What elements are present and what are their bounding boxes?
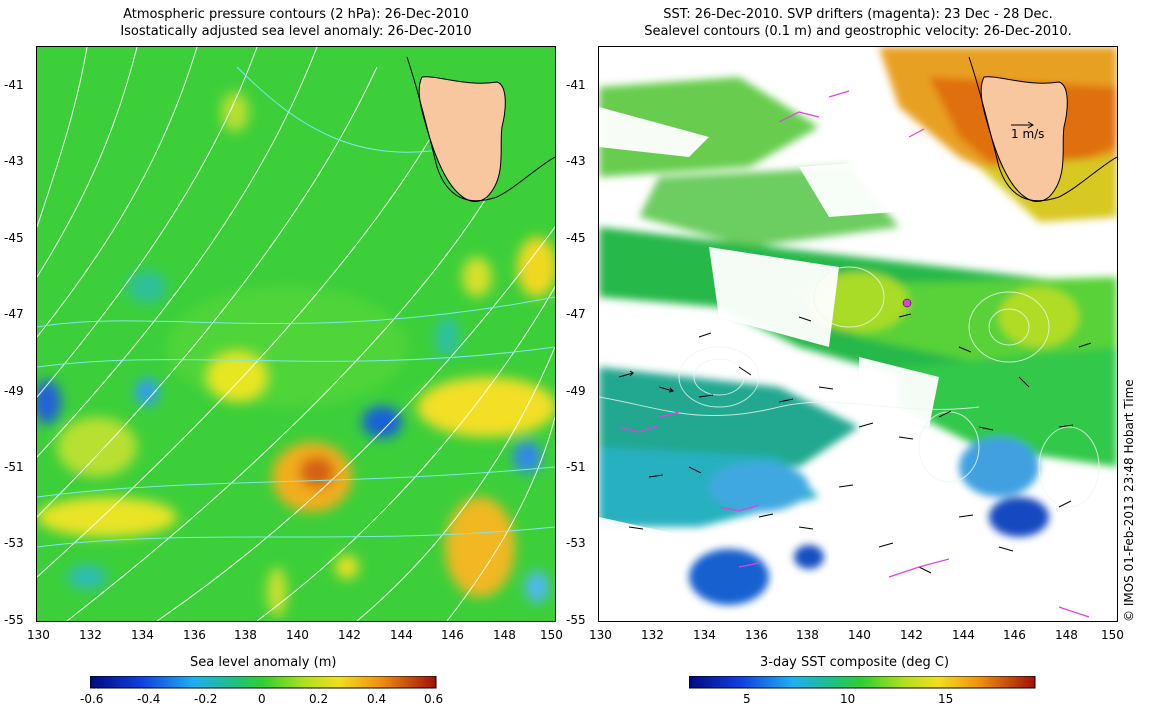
left-title-line1: Atmospheric pressure contours (2 hPa): 2… xyxy=(123,7,469,22)
left-ytick: -45 xyxy=(4,231,24,245)
right-xtick: 132 xyxy=(641,628,664,642)
left-ytick: -47 xyxy=(4,307,24,321)
velocity-scale-label: 1 m/s xyxy=(1011,127,1045,141)
sea-level-colorbar xyxy=(90,676,437,689)
right-ytick: -43 xyxy=(566,154,586,168)
pressure-contours xyxy=(37,47,555,621)
left-xtick: 148 xyxy=(493,628,516,642)
left-xtick: 138 xyxy=(234,628,257,642)
left-xtick: 134 xyxy=(131,628,154,642)
cloud-mask xyxy=(599,107,1117,621)
left-ytick: -51 xyxy=(4,460,24,474)
left-ytick: -55 xyxy=(4,613,24,627)
right-ytick: -55 xyxy=(566,613,586,627)
right-ytick: -49 xyxy=(566,384,586,398)
sst-field xyxy=(599,47,1117,621)
left-xtick: 146 xyxy=(441,628,464,642)
credit-text: © IMOS 01-Feb-2013 23:48 Hobart Time xyxy=(1122,379,1136,622)
geostrophic-velocity-arrows xyxy=(618,313,1092,574)
right-ytick: -51 xyxy=(566,460,586,474)
left-ytick: -49 xyxy=(4,384,24,398)
left-cbar-tick: 0.4 xyxy=(367,692,387,706)
right-cbar-tick: 15 xyxy=(938,692,954,706)
left-cbar-tick: 0.6 xyxy=(424,692,444,706)
left-xtick: 136 xyxy=(183,628,206,642)
right-xtick: 150 xyxy=(1101,628,1124,642)
right-xtick: 146 xyxy=(1003,628,1026,642)
drifter-marker xyxy=(902,298,912,308)
left-ytick: -41 xyxy=(4,78,24,92)
right-xtick: 130 xyxy=(589,628,612,642)
right-title-line1: SST: 26-Dec-2010. SVP drifters (magenta)… xyxy=(663,7,1053,22)
velocity-scale-arrow xyxy=(1011,121,1034,129)
sst-map: 1 m/s xyxy=(598,46,1118,622)
left-xtick: 142 xyxy=(338,628,361,642)
right-xtick: 134 xyxy=(693,628,716,642)
right-ytick: -47 xyxy=(566,307,586,321)
left-colorbar-title: Sea level anomaly (m) xyxy=(190,655,337,670)
left-cbar-tick: 0.2 xyxy=(309,692,329,706)
right-ytick: -45 xyxy=(566,231,586,245)
right-xtick: 138 xyxy=(796,628,819,642)
right-title-line2: Sealevel contours (0.1 m) and geostrophi… xyxy=(644,24,1072,39)
right-ytick: -53 xyxy=(566,536,586,550)
right-xtick: 148 xyxy=(1055,628,1078,642)
right-colorbar-title: 3-day SST composite (deg C) xyxy=(760,655,950,670)
left-cbar-tick: 0 xyxy=(258,692,266,706)
right-xtick: 142 xyxy=(900,628,923,642)
left-cbar-tick: -0.4 xyxy=(137,692,161,706)
left-xtick: 132 xyxy=(79,628,102,642)
left-xtick: 140 xyxy=(286,628,309,642)
svp-drifter-tracks xyxy=(618,90,1090,618)
right-cbar-tick: 5 xyxy=(743,692,751,706)
sea-level-anomaly-map xyxy=(36,46,556,622)
right-cbar-tick: 10 xyxy=(840,692,856,706)
right-xtick: 136 xyxy=(745,628,768,642)
left-xtick: 144 xyxy=(390,628,413,642)
left-title: Atmospheric pressure contours (2 hPa): 2… xyxy=(36,6,556,40)
left-xtick: 150 xyxy=(540,628,563,642)
sst-colorbar xyxy=(689,676,1036,689)
right-title: SST: 26-Dec-2010. SVP drifters (magenta)… xyxy=(598,6,1118,40)
left-cbar-tick: -0.2 xyxy=(194,692,218,706)
right-ytick: -41 xyxy=(566,78,586,92)
sea-level-contours xyxy=(37,66,555,548)
left-ytick: -43 xyxy=(4,154,24,168)
left-ytick: -53 xyxy=(4,536,24,550)
left-title-line2: Isostatically adjusted sea level anomaly… xyxy=(120,24,472,39)
right-xtick: 140 xyxy=(848,628,871,642)
sea-level-anomaly-field xyxy=(37,47,555,621)
right-xtick: 144 xyxy=(952,628,975,642)
left-xtick: 130 xyxy=(27,628,50,642)
left-cbar-tick: -0.6 xyxy=(80,692,104,706)
